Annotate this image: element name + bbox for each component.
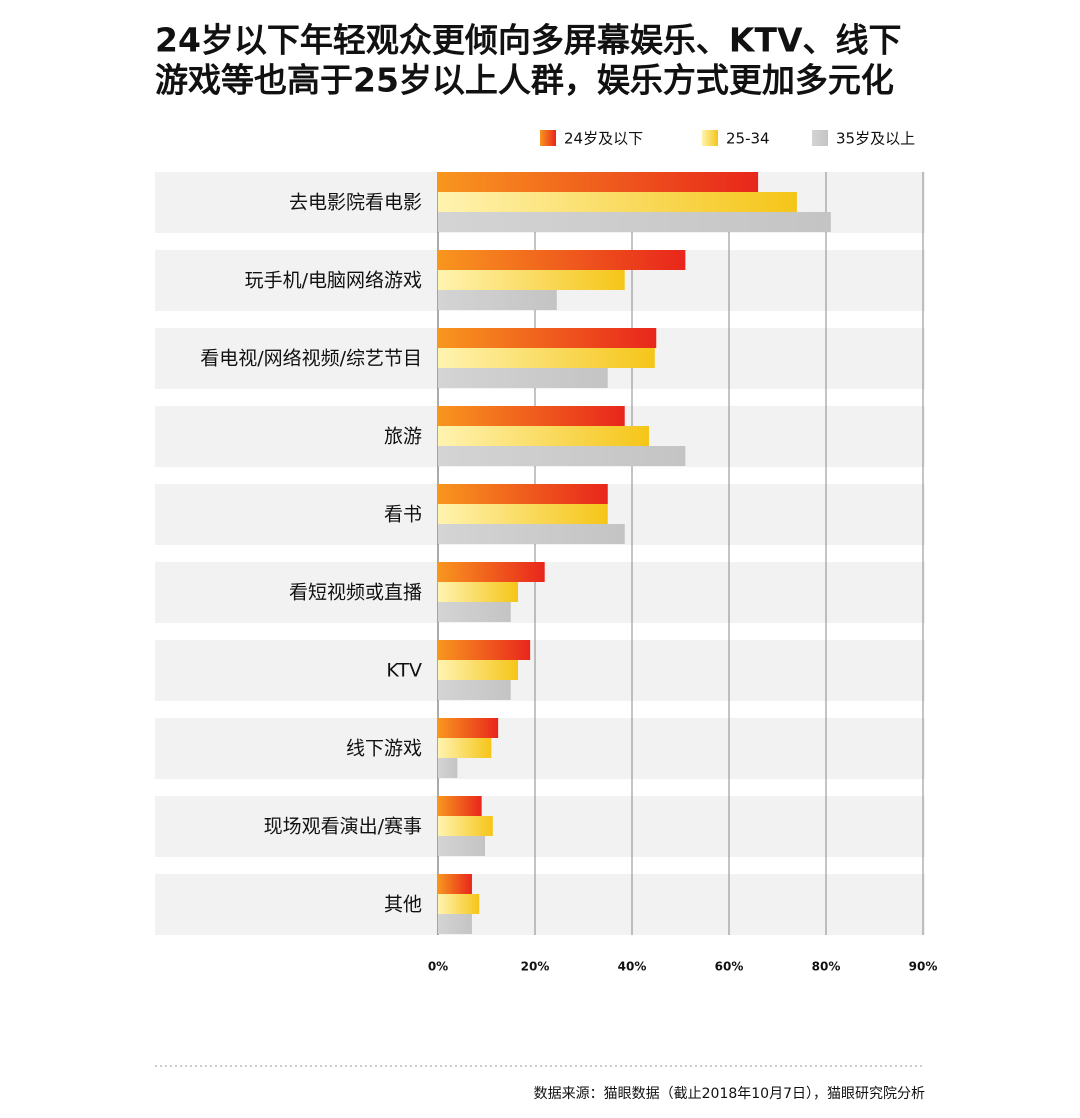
bar [438,562,545,582]
bar [438,836,486,856]
bar [438,758,458,778]
bar [438,172,759,192]
legend-label: 24岁及以下 [564,130,643,148]
bar [438,250,686,270]
bar [438,446,686,466]
y-tick-label: 看短视频或直播 [289,582,422,604]
x-tick-label: 20% [521,960,550,974]
x-tick-label: 40% [618,960,647,974]
bar [438,524,625,544]
bar [438,640,531,660]
y-tick-label: 现场观看演出/赛事 [264,816,422,838]
x-tick-label: 0% [428,960,448,974]
source: 数据来源：猫眼数据（截止2018年10月7日），猫眼研究院分析 [534,1086,925,1102]
bar [438,212,831,232]
y-tick-label: 去电影院看电影 [289,192,422,214]
bar [438,484,608,504]
bar [438,914,472,934]
legend-label: 35岁及以上 [836,130,915,148]
bar [438,680,511,700]
x-tick-label: 90% [909,960,938,974]
y-tick-label: 线下游戏 [346,738,422,760]
x-tick-label: 60% [715,960,744,974]
row-band [155,718,925,779]
bar [438,192,797,212]
legend-label: 25-34 [726,130,770,148]
row-band [155,874,925,935]
bar [438,582,519,602]
bar [438,738,492,758]
chart-title: 24岁以下年轻观众更倾向多屏幕娱乐、KTV、线下 [155,21,902,60]
y-tick-label: 玩手机/电脑网络游戏 [245,270,422,292]
y-tick-label: 其他 [384,894,422,916]
legend-swatch [540,130,556,146]
x-tick-label: 80% [812,960,841,974]
bar [438,874,472,894]
bar [438,368,608,388]
bar [438,718,499,738]
bar [438,504,608,524]
bar [438,328,657,348]
y-tick-label: 看电视/网络视频/综艺节目 [200,348,422,370]
y-tick-label: 看书 [384,504,422,526]
bar [438,796,482,816]
bar [438,270,625,290]
bar [438,660,519,680]
chart-title: 游戏等也高于25岁以上人群，娱乐方式更加多元化 [155,61,894,100]
legend-swatch [812,130,828,146]
row-band [155,796,925,857]
bar [438,290,557,310]
legend-swatch [702,130,718,146]
bar [438,348,655,368]
bars [438,172,831,934]
bar [438,816,493,836]
bar [438,602,511,622]
y-tick-label: 旅游 [384,426,422,448]
y-tick-label: KTV [386,660,422,682]
bar [438,894,480,914]
bar [438,426,649,446]
row-band [155,640,925,701]
bar [438,406,625,426]
